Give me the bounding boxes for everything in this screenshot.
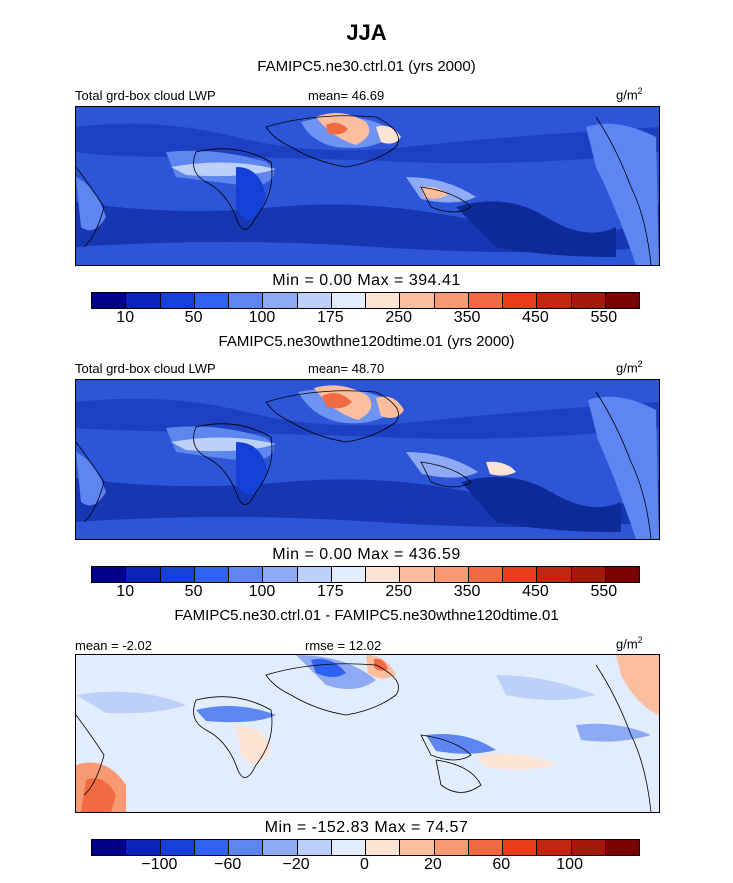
- panel-2-colorbar: [91, 566, 640, 583]
- colorbar-swatch: [537, 567, 572, 582]
- colorbar-tick-label: 50: [184, 583, 203, 600]
- panel-3-title: FAMIPC5.ne30.ctrl.01 - FAMIPC5.ne30wthne…: [174, 607, 559, 624]
- colorbar-swatch: [263, 567, 298, 582]
- colorbar-tick-label: 550: [590, 309, 618, 326]
- colorbar-swatch: [229, 567, 264, 582]
- colorbar-swatch: [126, 840, 161, 855]
- panel-2-variable-label: Total grd-box cloud LWP: [75, 361, 216, 376]
- colorbar-swatch: [160, 567, 195, 582]
- panel-1-colorbar-ticks: 10 50 100 175 250 350 450 550: [91, 309, 638, 327]
- panel-3-rmse-label: rmse = 12.02: [305, 638, 382, 653]
- colorbar-swatch: [331, 293, 366, 308]
- colorbar-swatch: [366, 840, 401, 855]
- colorbar-swatch: [503, 567, 538, 582]
- colorbar-swatch: [160, 293, 195, 308]
- colorbar-swatch: [605, 840, 639, 855]
- colorbar-swatch: [297, 567, 332, 582]
- panel-1-title: FAMIPC5.ne30.ctrl.01 (yrs 2000): [257, 58, 476, 75]
- colorbar-swatch: [571, 840, 606, 855]
- colorbar-tick-label: 100: [556, 856, 583, 873]
- panel-2-colorbar-ticks: 10 50 100 175 250 350 450 550: [91, 583, 638, 601]
- colorbar-swatch: [229, 293, 264, 308]
- colorbar-swatch: [366, 293, 401, 308]
- colorbar-swatch: [571, 293, 606, 308]
- colorbar-swatch: [366, 567, 401, 582]
- colorbar-swatch: [571, 567, 606, 582]
- panel-1-colorbar: [91, 292, 640, 309]
- colorbar-swatch: [537, 840, 572, 855]
- colorbar-tick-label: 100: [248, 583, 276, 600]
- colorbar-tick-label: 175: [316, 583, 344, 600]
- colorbar-swatch: [126, 293, 161, 308]
- colorbar-tick-label: −20: [282, 856, 310, 873]
- colorbar-tick-label: 450: [522, 583, 549, 600]
- colorbar-tick-label: 250: [385, 309, 413, 326]
- colorbar-tick-label: 10: [116, 309, 135, 326]
- colorbar-tick-label: 20: [423, 856, 442, 873]
- colorbar-tick-label: 100: [248, 309, 276, 326]
- panel-1-units: g/m2: [616, 86, 643, 103]
- colorbar-swatch: [503, 293, 538, 308]
- panel-2-units: g/m2: [616, 359, 643, 376]
- panel-2-minmax: Min = 0.00 Max = 436.59: [272, 546, 461, 563]
- panel-3-units: g/m2: [616, 635, 643, 652]
- colorbar-swatch: [468, 840, 503, 855]
- colorbar-tick-label: 175: [316, 309, 344, 326]
- colorbar-swatch: [605, 293, 639, 308]
- colorbar-tick-label: −100: [141, 856, 178, 873]
- colorbar-swatch: [160, 840, 195, 855]
- colorbar-tick-label: 250: [385, 583, 413, 600]
- colorbar-swatch: [92, 567, 127, 582]
- colorbar-swatch: [605, 567, 639, 582]
- colorbar-swatch: [434, 293, 469, 308]
- colorbar-swatch: [400, 567, 435, 582]
- colorbar-tick-label: 60: [492, 856, 511, 873]
- colorbar-swatch: [331, 840, 366, 855]
- colorbar-swatch: [468, 293, 503, 308]
- colorbar-swatch: [297, 840, 332, 855]
- panel-3-colorbar: [91, 839, 640, 856]
- colorbar-swatch: [229, 840, 264, 855]
- colorbar-swatch: [400, 293, 435, 308]
- colorbar-swatch: [263, 840, 298, 855]
- panel-1-variable-label: Total grd-box cloud LWP: [75, 88, 216, 103]
- panel-1-minmax: Min = 0.00 Max = 394.41: [272, 272, 461, 289]
- panel-2-map: [75, 379, 660, 540]
- colorbar-swatch: [194, 840, 229, 855]
- colorbar-swatch: [92, 840, 127, 855]
- colorbar-tick-label: 0: [360, 856, 369, 873]
- colorbar-tick-label: 350: [453, 583, 481, 600]
- colorbar-tick-label: −60: [214, 856, 242, 873]
- panel-1-map: [75, 106, 660, 266]
- colorbar-tick-label: 550: [590, 583, 618, 600]
- panel-3-colorbar-ticks: −100 −60 −20 0 20 60 100: [91, 856, 638, 874]
- colorbar-swatch: [434, 840, 469, 855]
- colorbar-tick-label: 450: [522, 309, 549, 326]
- colorbar-tick-label: 350: [453, 309, 481, 326]
- colorbar-swatch: [194, 293, 229, 308]
- panel-2-title: FAMIPC5.ne30wthne120dtime.01 (yrs 2000): [218, 333, 515, 350]
- colorbar-swatch: [434, 567, 469, 582]
- figure-title: JJA: [346, 20, 387, 45]
- colorbar-swatch: [331, 567, 366, 582]
- colorbar-swatch: [194, 567, 229, 582]
- colorbar-swatch: [468, 567, 503, 582]
- colorbar-swatch: [297, 293, 332, 308]
- colorbar-swatch: [126, 567, 161, 582]
- colorbar-swatch: [537, 293, 572, 308]
- panel-3-map: [75, 654, 660, 813]
- panel-3-mean-label: mean = -2.02: [75, 638, 152, 653]
- colorbar-swatch: [400, 840, 435, 855]
- panel-2-mean-label: mean= 48.70: [308, 361, 385, 376]
- colorbar-swatch: [92, 293, 127, 308]
- panel-1-mean-label: mean= 46.69: [308, 88, 385, 103]
- colorbar-tick-label: 50: [184, 309, 203, 326]
- panel-3-minmax: Min = -152.83 Max = 74.57: [264, 819, 469, 836]
- colorbar-swatch: [263, 293, 298, 308]
- colorbar-tick-label: 10: [116, 583, 135, 600]
- colorbar-swatch: [503, 840, 538, 855]
